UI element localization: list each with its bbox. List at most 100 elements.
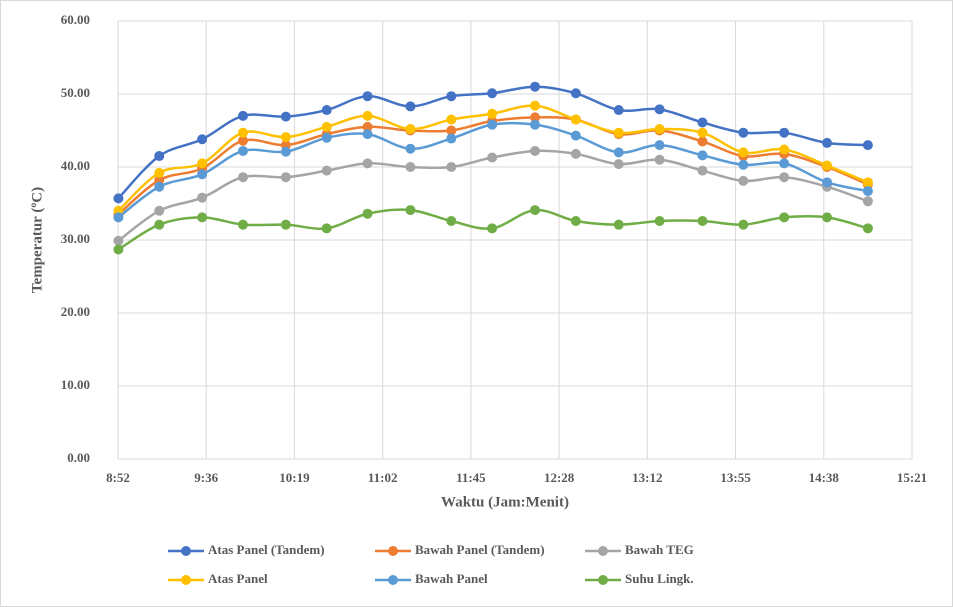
data-point: [113, 244, 124, 255]
data-point: [779, 172, 790, 183]
data-point: [654, 154, 665, 165]
data-point: [779, 158, 790, 169]
data-point: [362, 121, 373, 132]
data-point: [321, 165, 332, 176]
data-point: [862, 223, 873, 234]
data-point: [280, 111, 291, 122]
data-point: [113, 212, 124, 223]
legend-label: Suhu Lingk.: [625, 571, 694, 586]
data-point: [697, 117, 708, 128]
data-point: [862, 140, 873, 151]
legend-marker: [181, 575, 191, 585]
x-tick-label: 15:21: [897, 470, 927, 485]
data-point: [530, 119, 541, 130]
data-point: [822, 177, 833, 188]
data-point: [697, 216, 708, 227]
data-point: [237, 219, 248, 230]
data-point: [405, 162, 416, 172]
data-point: [697, 150, 708, 161]
data-point: [530, 100, 541, 111]
data-point: [738, 127, 749, 138]
data-point: [321, 223, 332, 234]
legend-marker: [598, 546, 608, 556]
y-tick-label: 30.00: [61, 231, 90, 246]
data-point: [405, 205, 416, 216]
x-tick-label: 11:45: [456, 470, 486, 485]
data-point: [822, 137, 833, 148]
data-point: [362, 91, 373, 102]
data-point: [779, 212, 790, 223]
data-point: [237, 145, 248, 156]
data-point: [487, 223, 498, 234]
data-point: [362, 129, 373, 140]
legend-label: Atas Panel: [208, 571, 268, 586]
data-point: [237, 135, 248, 146]
y-tick-label: 10.00: [61, 377, 90, 392]
data-point: [530, 112, 541, 123]
x-tick-label: 9:36: [194, 470, 218, 485]
legend-label: Bawah Panel: [415, 571, 488, 586]
legend-label: Bawah Panel (Tandem): [415, 542, 545, 557]
data-point: [154, 167, 165, 178]
data-point: [197, 134, 208, 145]
data-point: [113, 193, 124, 204]
x-tick-label: 10:19: [279, 470, 310, 485]
data-point: [613, 105, 624, 116]
data-point: [530, 145, 541, 156]
data-point: [362, 110, 373, 121]
data-point: [654, 124, 665, 135]
data-point: [321, 121, 332, 132]
x-tick-label: 13:12: [632, 470, 662, 485]
y-tick-label: 20.00: [61, 304, 90, 319]
y-tick-label: 40.00: [61, 158, 90, 173]
data-point: [779, 127, 790, 138]
data-point: [654, 140, 665, 151]
data-point: [405, 101, 416, 112]
data-point: [697, 136, 708, 147]
data-point: [570, 216, 581, 227]
data-point: [487, 108, 498, 119]
data-point: [446, 114, 457, 125]
data-point: [321, 132, 332, 143]
data-point: [697, 127, 708, 138]
data-point: [197, 169, 208, 180]
data-point: [280, 172, 291, 183]
data-point: [154, 219, 165, 230]
data-point: [362, 158, 373, 169]
data-point: [405, 124, 416, 135]
data-point: [405, 143, 416, 154]
data-point: [822, 160, 833, 171]
data-point: [862, 196, 873, 207]
data-point: [446, 91, 457, 102]
x-tick-label: 8:52: [106, 470, 130, 485]
x-tick-label: 12:28: [544, 470, 575, 485]
data-point: [197, 192, 208, 203]
data-point: [487, 152, 498, 163]
x-tick-label: 11:02: [368, 470, 398, 485]
x-tick-label: 14:38: [809, 470, 840, 485]
data-point: [697, 165, 708, 176]
y-axis-label: Temperatur (ºC): [29, 187, 45, 293]
data-point: [530, 205, 541, 216]
data-point: [570, 130, 581, 141]
data-point: [779, 144, 790, 155]
data-point: [362, 208, 373, 219]
data-point: [154, 181, 165, 192]
data-point: [570, 114, 581, 125]
data-point: [738, 219, 749, 230]
data-point: [154, 205, 165, 216]
data-point: [446, 133, 457, 144]
data-point: [487, 88, 498, 99]
data-point: [822, 212, 833, 223]
x-tick-label: 13:55: [720, 470, 751, 485]
data-point: [321, 105, 332, 116]
data-point: [862, 186, 873, 197]
data-point: [237, 127, 248, 138]
legend-label: Atas Panel (Tandem): [208, 542, 325, 557]
legend-marker: [598, 575, 608, 585]
y-tick-label: 0.00: [67, 450, 90, 465]
data-point: [446, 216, 457, 227]
data-point: [237, 172, 248, 183]
